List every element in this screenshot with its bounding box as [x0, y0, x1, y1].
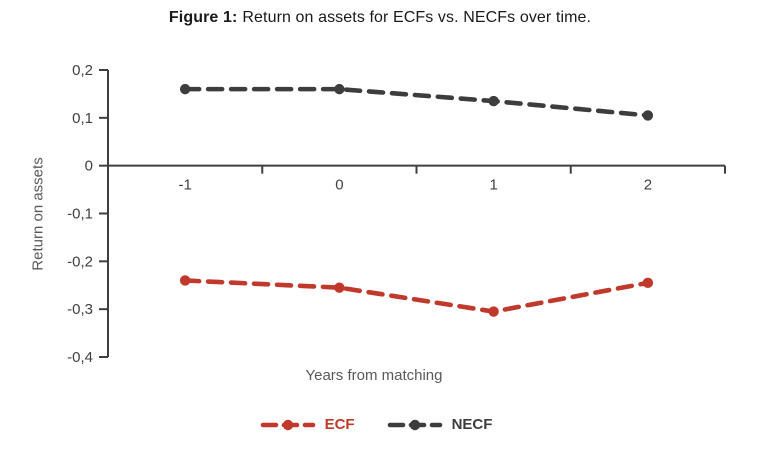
y-tick-label: -0,2 [67, 253, 93, 270]
x-tick-label: -1 [178, 177, 191, 194]
y-tick-label: -0,1 [67, 206, 93, 223]
necf-data-marker [179, 83, 191, 95]
y-tick-label: 0 [85, 158, 93, 175]
ecf-line-marker-swatch [260, 419, 315, 430]
ecf-data-marker [179, 275, 191, 286]
figure-title: Figure 1: Return on assets for ECFs vs. N… [0, 9, 760, 27]
legend-label-necf: NECF [451, 416, 493, 433]
necf-data-marker [334, 83, 345, 95]
ecf-data-marker [488, 306, 499, 317]
x-tick-label: 0 [335, 177, 343, 194]
necf-series-line [182, 86, 651, 118]
chart-legend: ECF NECF [0, 417, 752, 432]
figure-title-text: Return on assets for ECFs vs. NECFs over… [242, 9, 592, 26]
y-tick-label: -0,3 [67, 301, 93, 318]
legend-label-ecf: ECF [324, 416, 355, 433]
x-tick-label: 1 [489, 177, 497, 194]
necf-line-marker-swatch [387, 419, 442, 430]
figure-title-prefix: Figure 1: [168, 9, 238, 26]
y-tick-label: 0,2 [72, 62, 93, 79]
legend-item-ecf: ECF [260, 417, 355, 432]
x-axis-title: Years from matching [305, 367, 443, 384]
necf-data-marker [488, 95, 499, 107]
x-tick-label: 2 [644, 177, 652, 194]
legend-item-necf: NECF [387, 416, 493, 433]
ecf-data-marker [334, 282, 345, 293]
y-tick-label: -0,4 [67, 349, 93, 366]
y-tick-label: 0,1 [72, 110, 93, 127]
ecf-data-marker [642, 277, 654, 289]
necf-data-marker [642, 110, 654, 121]
ecf-series-line [182, 278, 651, 314]
